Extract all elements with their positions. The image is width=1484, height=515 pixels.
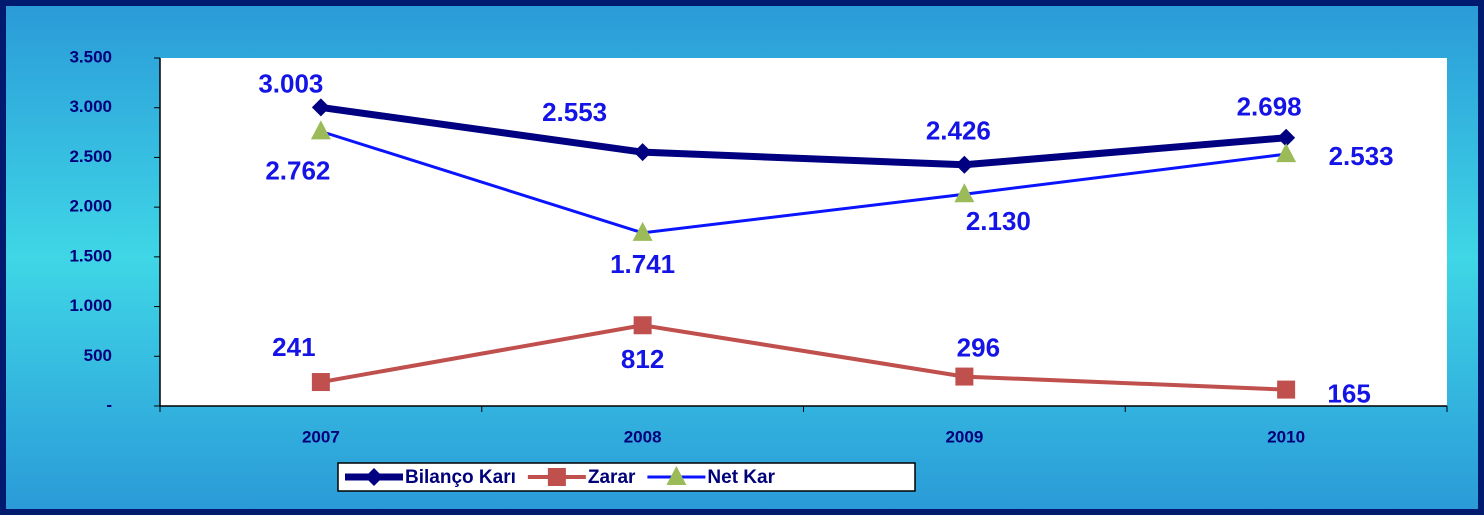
data-label: 2.533 bbox=[1329, 141, 1394, 171]
legend-marker bbox=[547, 468, 566, 486]
series-line bbox=[320, 129, 1287, 235]
y-tick-label: 1.500 bbox=[69, 246, 112, 265]
y-tick-label: 2.500 bbox=[69, 147, 112, 166]
x-tick-label: 2007 bbox=[302, 427, 340, 446]
data-label: 3.003 bbox=[258, 68, 323, 98]
point bbox=[954, 183, 975, 203]
x-tick-label: 2009 bbox=[945, 427, 983, 446]
point bbox=[311, 373, 330, 392]
series-line bbox=[320, 103, 1287, 169]
point bbox=[633, 143, 652, 162]
point bbox=[955, 367, 974, 386]
data-label: 2.130 bbox=[966, 206, 1031, 236]
data-label: 241 bbox=[272, 332, 315, 362]
y-tick-label: 3.500 bbox=[69, 47, 112, 66]
y-tick-label: 3.000 bbox=[69, 97, 112, 116]
point bbox=[955, 155, 974, 174]
series-line bbox=[320, 323, 1287, 392]
data-label: 2.553 bbox=[542, 97, 607, 127]
legend bbox=[337, 462, 916, 492]
legend-label: Zarar bbox=[588, 467, 636, 488]
point bbox=[311, 98, 330, 117]
point bbox=[632, 221, 653, 241]
y-tick-label: 2.000 bbox=[69, 197, 112, 216]
data-label: 1.741 bbox=[610, 249, 675, 279]
data-label: 296 bbox=[957, 332, 1000, 362]
legend-label: Bilanço Karı bbox=[405, 467, 516, 488]
y-tick-label: - bbox=[106, 395, 112, 414]
point bbox=[1276, 143, 1297, 163]
x-tick-label: 2010 bbox=[1267, 427, 1305, 446]
data-label: 2.762 bbox=[265, 155, 330, 185]
y-tick-label: 1.000 bbox=[69, 296, 112, 315]
data-label: 2.698 bbox=[1237, 92, 1302, 122]
data-label: 812 bbox=[621, 344, 664, 374]
data-label: 165 bbox=[1327, 378, 1370, 408]
x-tick-label: 2008 bbox=[624, 427, 662, 446]
point bbox=[1277, 128, 1296, 147]
point bbox=[1277, 380, 1296, 399]
legend-label: Net Kar bbox=[707, 467, 775, 488]
data-label: 2.426 bbox=[926, 116, 991, 146]
point bbox=[633, 316, 652, 335]
legend-marker bbox=[666, 466, 687, 485]
legend-marker bbox=[365, 468, 383, 486]
y-tick-label: 500 bbox=[84, 346, 112, 365]
point bbox=[310, 120, 331, 140]
